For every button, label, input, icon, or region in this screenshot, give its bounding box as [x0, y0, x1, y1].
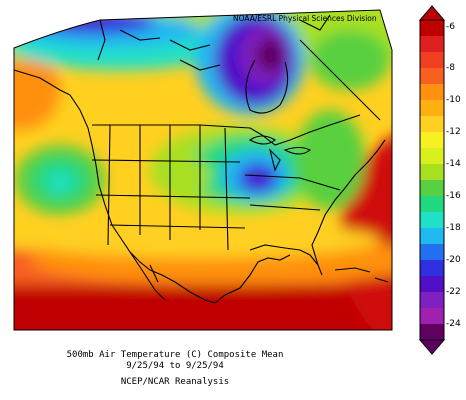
colorbar-swatch — [420, 276, 444, 293]
map-caption-title: 500mb Air Temperature (C) Composite Mean — [66, 350, 284, 360]
map-caption-dates: 9/25/94 to 9/25/94 — [126, 361, 224, 371]
colorbar-swatch — [420, 36, 444, 53]
colorbar-tick-label: -18 — [446, 223, 461, 233]
colorbar-swatch — [420, 180, 444, 197]
colorbar-swatch — [420, 228, 444, 245]
colorbar-swatch — [420, 52, 444, 69]
colorbar-tick-label: -8 — [446, 63, 455, 73]
map-caption-source: NCEP/NCAR Reanalysis — [120, 377, 230, 387]
colorbar-swatch — [420, 68, 444, 85]
colorbar-swatch — [420, 260, 444, 277]
colorbar-swatch — [420, 148, 444, 165]
colorbar-tick-label: -6 — [446, 22, 455, 32]
colorbar-swatch — [420, 196, 444, 213]
colorbar-tick-label: -10 — [446, 95, 461, 105]
colorbar-top-arrow — [418, 5, 446, 21]
colorbar-swatch — [420, 292, 444, 309]
colorbar-swatch — [420, 212, 444, 229]
colorbar-swatch — [420, 244, 444, 261]
coastlines-and-borders — [13, 14, 389, 304]
colorbar-bottom-arrow — [418, 339, 446, 355]
colorbar-tick-label: -20 — [446, 255, 461, 265]
colorbar-swatch — [420, 164, 444, 181]
colorbar-tick-label: -16 — [446, 191, 461, 201]
colorbar — [418, 5, 446, 355]
colorbar-swatch — [420, 324, 444, 341]
colorbar-tick-label: -22 — [446, 287, 461, 297]
colorbar-swatch — [420, 20, 444, 37]
colorbar-tick-label: -24 — [446, 319, 461, 329]
colorbar-swatch — [420, 84, 444, 101]
colorbar-tick-label: -12 — [446, 127, 461, 137]
colorbar-swatch — [420, 100, 444, 117]
colorbar-swatch — [420, 308, 444, 325]
colorbar-tick-label: -14 — [446, 159, 461, 169]
colorbar-swatch — [420, 116, 444, 133]
data-credit: NOAA/ESRL Physical Sciences Division — [233, 14, 377, 23]
colorbar-swatch — [420, 132, 444, 149]
